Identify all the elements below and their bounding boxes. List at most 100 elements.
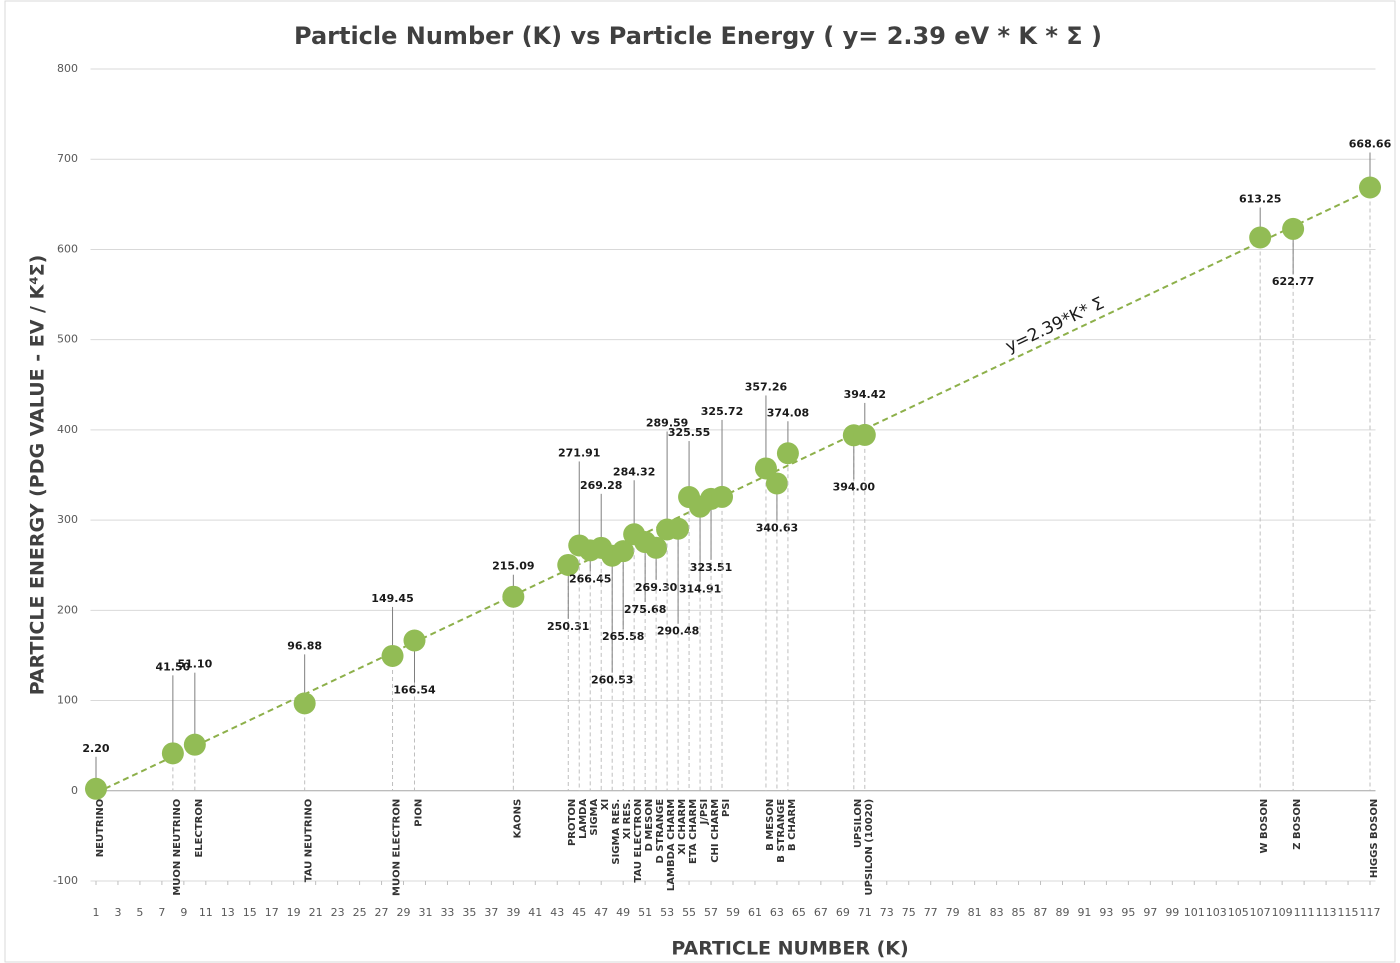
value-label: 265.58 — [602, 630, 644, 643]
x-tick-label: 31 — [418, 906, 432, 919]
y-tick-label: 100 — [57, 694, 78, 707]
x-tick-label: 105 — [1228, 906, 1249, 919]
point-label: KAONS — [512, 799, 523, 839]
x-axis-label: PARTICLE NUMBER (K) — [671, 938, 908, 960]
trend-line — [95, 189, 1371, 794]
x-tick-label: 5 — [136, 906, 143, 919]
point — [1249, 226, 1272, 249]
x-tick-label: 75 — [902, 906, 916, 919]
value-label: 323.51 — [690, 561, 732, 574]
x-tick-label: 39 — [506, 906, 520, 919]
x-tick-label: 41 — [528, 906, 542, 919]
value-label: 314.91 — [679, 583, 721, 596]
x-tick-label: 63 — [770, 906, 784, 919]
x-tick-label: 27 — [375, 906, 389, 919]
point-label: Z BOSON — [1292, 799, 1303, 850]
point-label: XI — [600, 799, 611, 810]
point-label: CHI CHARM — [710, 799, 721, 863]
y-tick-label: 700 — [57, 152, 78, 165]
x-tick-label: 109 — [1272, 906, 1293, 919]
x-tick-label: 21 — [309, 906, 323, 919]
point-label: SIGMA RES. — [611, 799, 622, 865]
point-label: PSI — [721, 799, 732, 817]
x-tick-label: 13 — [221, 906, 235, 919]
x-tick-label: 51 — [638, 906, 652, 919]
x-tick-label: 37 — [484, 906, 498, 919]
y-tick-label: 400 — [57, 423, 78, 436]
point — [853, 423, 876, 446]
x-tick-label: 93 — [1099, 906, 1113, 919]
x-tick-label: 7 — [158, 906, 165, 919]
y-tick-label: 200 — [57, 603, 78, 616]
point-label: D MESON — [644, 799, 655, 852]
point — [502, 585, 525, 608]
y-tick-label: 600 — [57, 242, 78, 255]
y-tick-label: 800 — [57, 62, 78, 75]
x-tick-label: 83 — [990, 906, 1004, 919]
point-label: XI RES. — [622, 799, 633, 839]
point — [161, 742, 184, 765]
value-label: 269.30 — [635, 581, 678, 594]
x-tick-label: 97 — [1143, 906, 1157, 919]
value-label: 166.54 — [393, 684, 436, 697]
x-tick-label: 101 — [1184, 906, 1205, 919]
value-label: 2.20 — [82, 742, 109, 755]
point-label: W BOSON — [1259, 799, 1270, 854]
x-tick-label: 53 — [660, 906, 674, 919]
point — [612, 540, 635, 563]
value-label: 275.68 — [624, 603, 666, 616]
x-tick-label: 1 — [92, 906, 99, 919]
x-tick-label: 19 — [287, 906, 301, 919]
value-label: 357.26 — [745, 380, 788, 393]
x-tick-label: 49 — [616, 906, 630, 919]
x-tick-label: 85 — [1012, 906, 1026, 919]
chart-title: Particle Number (K) vs Particle Energy (… — [294, 22, 1102, 50]
y-tick-label: -100 — [53, 874, 78, 887]
x-tick-label: 71 — [858, 906, 872, 919]
x-tick-label: 107 — [1250, 906, 1271, 919]
point — [1359, 176, 1382, 199]
chart-frame — [4, 0, 1396, 963]
x-tick-label: 117 — [1360, 906, 1381, 919]
point — [293, 692, 316, 715]
point-label: NEUTRINO — [95, 799, 106, 857]
x-tick-label: 47 — [594, 906, 608, 919]
point — [84, 777, 107, 800]
x-tick-label: 33 — [440, 906, 454, 919]
x-tick-label: 103 — [1206, 906, 1227, 919]
point-label: HIGGS BOSON — [1369, 799, 1380, 878]
x-tick-label: 65 — [792, 906, 806, 919]
y-axis-label: PARTICLE ENERGY (PDG VALUE - EV / K⁴Σ) — [27, 255, 49, 696]
point-label: ELECTRON — [194, 799, 205, 858]
value-label: 289.59 — [646, 417, 688, 430]
point-label: MUON ELECTRON — [392, 799, 403, 896]
x-tick-label: 99 — [1165, 906, 1179, 919]
x-tick-label: 67 — [814, 906, 828, 919]
point — [403, 629, 426, 652]
value-label: 215.09 — [492, 560, 534, 573]
point-label: J/PSI — [699, 799, 710, 826]
point-label: D STRANGE — [655, 799, 666, 864]
x-tick-label: 73 — [880, 906, 894, 919]
value-label: 290.48 — [657, 625, 699, 638]
value-label: 394.00 — [833, 480, 876, 493]
x-tick-label: 115 — [1338, 906, 1359, 919]
point — [667, 517, 690, 540]
point-label: MUON NEUTRINO — [172, 799, 183, 896]
value-label: 668.66 — [1349, 137, 1392, 150]
x-tick-label: 95 — [1121, 906, 1135, 919]
point — [711, 485, 734, 508]
value-label: 96.88 — [287, 639, 322, 652]
x-tick-label: 61 — [748, 906, 762, 919]
value-label: 325.72 — [701, 405, 743, 418]
value-label: 260.53 — [591, 674, 633, 687]
value-label: 374.08 — [767, 406, 809, 419]
x-tick-label: 81 — [968, 906, 982, 919]
value-label: 284.32 — [613, 465, 655, 478]
x-tick-label: 79 — [946, 906, 960, 919]
value-label: 394.42 — [844, 388, 886, 401]
value-label: 266.45 — [569, 572, 611, 585]
point-label: XI CHARM — [677, 799, 688, 855]
point-label: TAU NEUTRINO — [304, 799, 315, 883]
